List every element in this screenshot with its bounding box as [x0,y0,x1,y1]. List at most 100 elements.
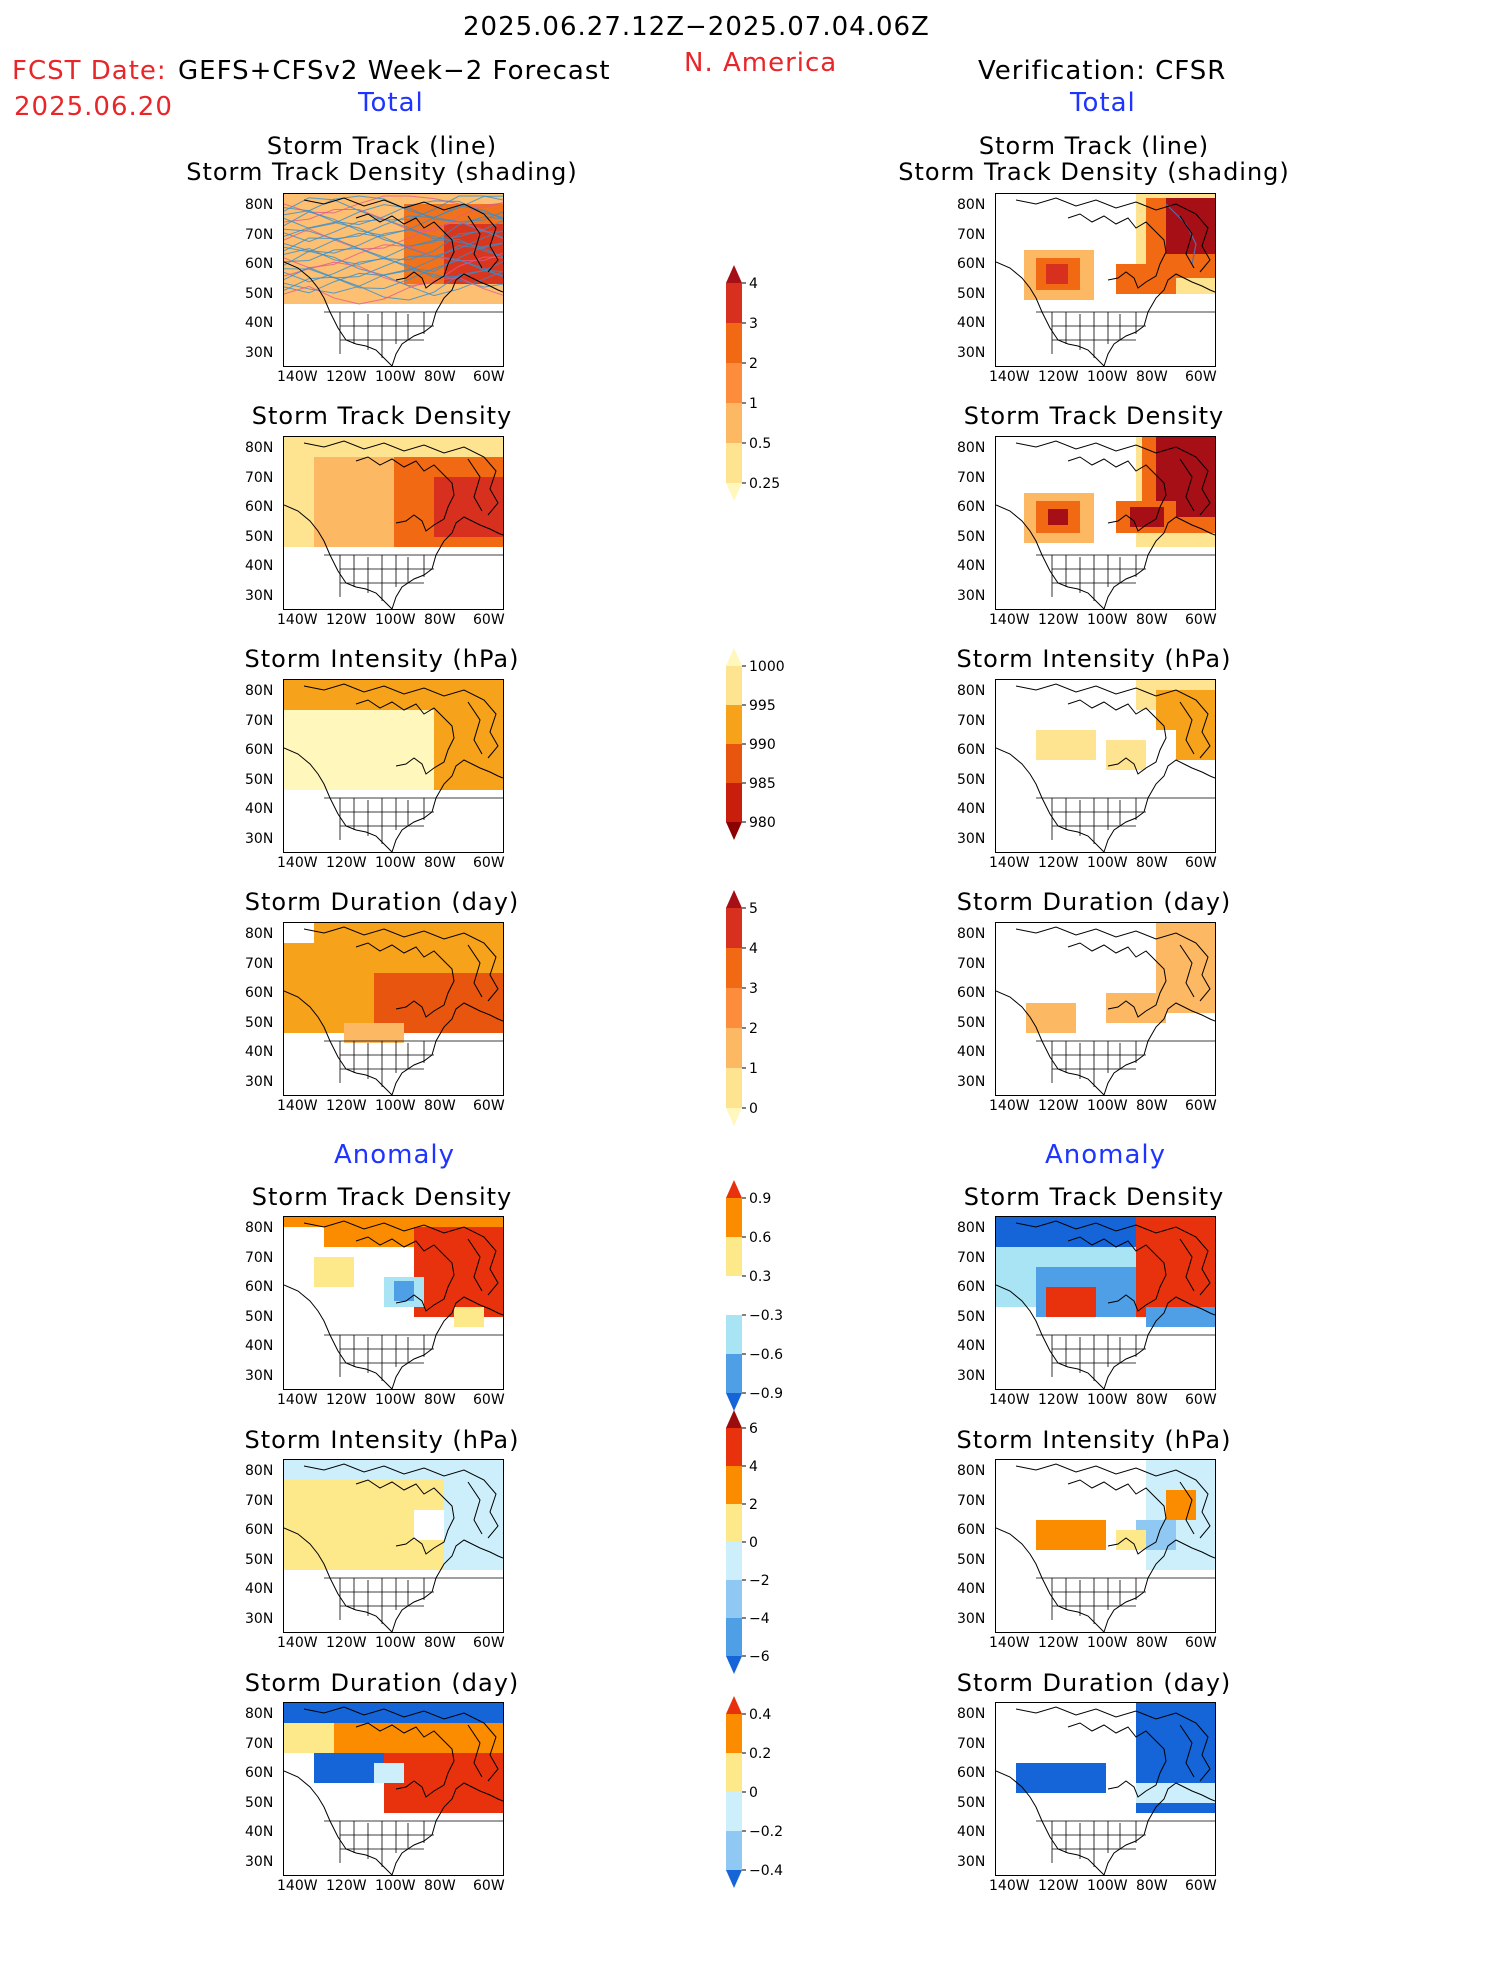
shade-cell [1046,1287,1096,1317]
lat-tick-label: 70N [245,1249,274,1266]
lon-tick-label: 100W [1087,1635,1128,1651]
title-density-total-left: Storm Track Density [251,402,513,430]
map-svg [996,194,1215,366]
colorbar-segment [726,1068,742,1108]
lon-tick-label: 120W [1038,855,1079,871]
lon-tick-label: 100W [375,1635,416,1651]
lon-tick-label: 100W [375,369,416,385]
lon-tick-label: 60W [1185,369,1217,385]
title-density-anom-left: Storm Track Density [251,1183,513,1211]
lat-tick-label: 80N [957,440,986,456]
lat-tick-label: 70N [245,712,274,729]
storm-track-line [284,215,503,240]
lat-tick-label: 80N [957,1220,986,1236]
lat-tick-label: 70N [957,1492,986,1509]
colorbar-label: 0 [749,1101,758,1117]
shade-cell [1048,509,1068,525]
colorbar-segment [726,908,742,948]
lon-tick-label: 60W [473,1635,505,1651]
lat-tick-label: 30N [245,587,274,604]
state-borders [1036,311,1215,358]
colorbar-duration_total: 5 4 3 2 1 0 [726,890,758,1126]
lat-tick-label: 40N [245,558,274,574]
lon-tick-label: 80W [1136,1098,1168,1114]
map-svg [284,923,503,1095]
colorbar-top-arrow [726,1180,742,1198]
map-svg [996,923,1215,1095]
shade-cell [1036,730,1096,760]
colorbar-bottom-arrow [726,1393,742,1411]
period-title: 2025.06.27.12Z−2025.07.04.06Z [463,12,930,42]
lon-tick-label: 120W [326,1392,367,1408]
lat-tick-label: 30N [957,1610,986,1627]
lon-tick-label: 80W [1136,1635,1168,1651]
colorbar-label: 5 [749,901,758,917]
state-borders [324,554,503,601]
map-intensity-anom-verification [995,1459,1216,1633]
lat-tick-label: 60N [957,499,986,515]
colorbar-segment [726,1198,742,1237]
storm-track-line [284,277,503,305]
colorbar-segment [726,666,742,705]
map-svg [996,1703,1215,1875]
storm-track-line [284,259,503,290]
colorbar-bottom-arrow [726,483,742,501]
lat-tick-label: 60N [957,742,986,758]
colorbar-label: 3 [749,981,758,997]
shade-cell [414,1510,444,1540]
title-intensity-total-right: Storm Intensity (hPa) [956,645,1232,673]
title-duration-anom-left: Storm Duration (day) [244,1669,520,1697]
lon-tick-label: 100W [1087,855,1128,871]
colorbar-label: 0.25 [749,476,780,492]
colorbar-label: 0 [749,1535,758,1551]
colorbar-label: −6 [749,1649,770,1665]
lat-tick-label: 50N [957,771,986,788]
colorbar-top-arrow [726,265,742,283]
lon-tick-label: 120W [1038,1392,1079,1408]
lon-tick-label: 100W [375,612,416,628]
storm-track-line [284,230,503,258]
lon-tick-label: 80W [1136,1878,1168,1894]
colorbar-top-arrow [726,890,742,908]
storm-track-line [284,202,503,232]
lat-tick-label: 50N [957,1014,986,1031]
colorbar-segment [726,988,742,1028]
lat-tick-label: 80N [957,197,986,213]
colorbar-label: 4 [749,276,758,292]
lon-tick-label: 80W [424,369,456,385]
lat-tick-label: 40N [245,1824,274,1840]
colorbar-segment [726,323,742,363]
lon-tick-label: 100W [1087,612,1128,628]
lat-tick-label: 70N [245,226,274,243]
lat-tick-label: 60N [957,1765,986,1781]
coastline [996,1463,1215,1632]
colorbar-label: 3 [749,316,758,332]
shade-cell [1136,1217,1215,1317]
lat-tick-label: 80N [957,683,986,699]
lat-tick-label: 70N [957,1735,986,1752]
map-intensity-anom-forecast [283,1459,504,1633]
colorbar-label: 2 [749,1021,758,1037]
map-duration-anom-forecast [283,1702,504,1876]
colorbar-segment [726,1714,742,1753]
shade-cell [454,1307,484,1327]
colorbar-label: 995 [749,698,776,714]
map-svg [996,680,1215,852]
title-track-shading-left: Storm Track Density (shading) [186,158,578,186]
shade-cell [374,1763,404,1783]
storm-track-line [284,244,503,269]
storm-track-line [284,270,503,297]
colorbar-density_anom: 0.9 0.6 0.3 −0.3 −0.6 −0.9 [726,1180,783,1411]
lon-tick-label: 120W [326,855,367,871]
map-duration-anom-verification [995,1702,1216,1876]
map-density-total-forecast [283,436,504,610]
shade-cell [1146,1307,1215,1327]
lat-tick-label: 80N [957,926,986,942]
colorbar-segment [726,783,742,822]
state-borders [324,1577,503,1624]
colorbar-segment [726,1618,742,1656]
title-duration-anom-right: Storm Duration (day) [956,1669,1232,1697]
shade-cell [344,1023,404,1043]
shade-cell [434,710,503,790]
lon-tick-label: 100W [1087,1878,1128,1894]
